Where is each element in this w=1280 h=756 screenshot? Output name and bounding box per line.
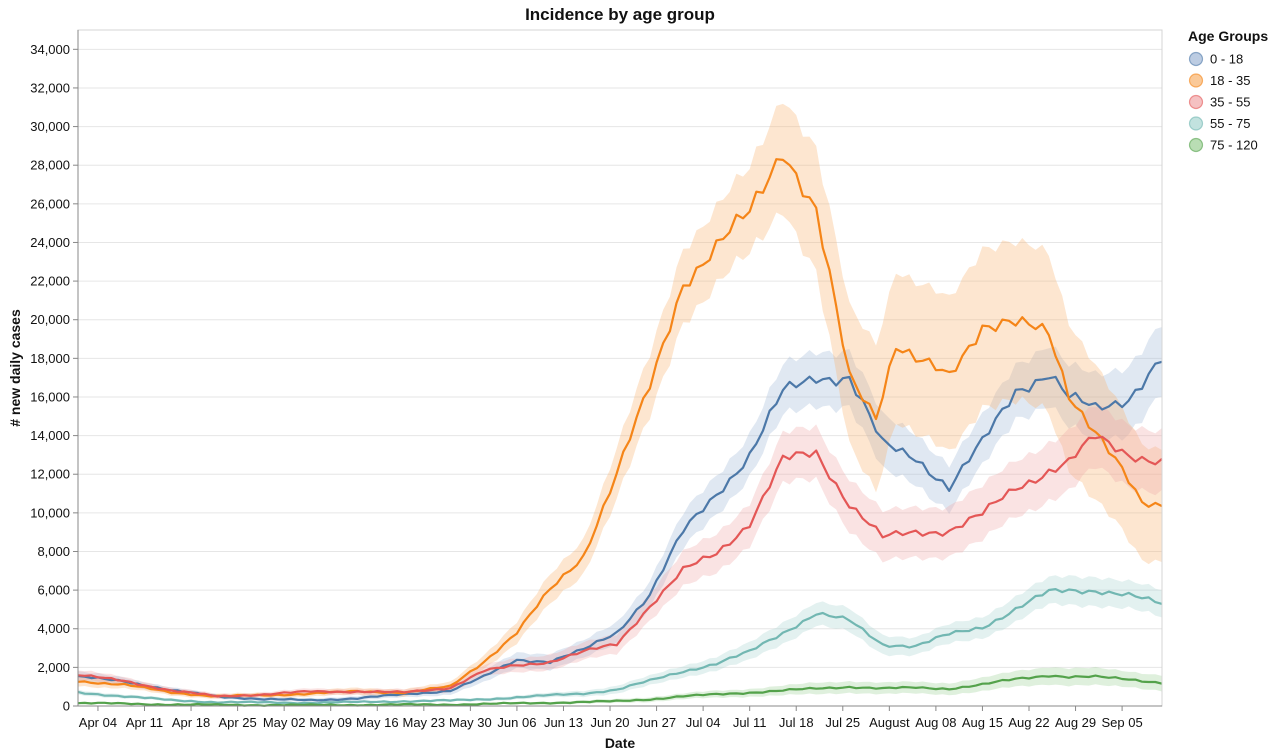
x-axis-title: Date [605, 735, 636, 751]
y-tick-label: 18,000 [30, 351, 70, 366]
y-tick-label: 28,000 [30, 158, 70, 173]
legend: Age Groups 0 - 18 18 - 35 35 - 55 55 - 75 75… [1188, 28, 1268, 153]
chart-title: Incidence by age group [525, 5, 715, 24]
x-tick-label: May 23 [402, 715, 445, 730]
legend-label: 18 - 35 [1210, 73, 1250, 88]
x-tick-label: Sep 05 [1101, 715, 1142, 730]
x-tick-label: Aug 08 [915, 715, 956, 730]
legend-swatch [1188, 51, 1204, 67]
band-0-18 [78, 327, 1162, 703]
y-tick-label: 8,000 [37, 544, 70, 559]
y-tick-label: 14,000 [30, 428, 70, 443]
x-tick-label: Aug 22 [1008, 715, 1049, 730]
legend-label: 55 - 75 [1210, 116, 1250, 131]
legend-label: 75 - 120 [1210, 138, 1258, 153]
x-tick-label: Jun 13 [544, 715, 583, 730]
x-tick-label: Jun 27 [637, 715, 676, 730]
y-tick-label: 30,000 [30, 119, 70, 134]
band-18-35 [78, 103, 1162, 699]
legend-swatch [1188, 116, 1204, 131]
series-line-35-55 [77, 435, 1163, 698]
y-tick-label: 4,000 [37, 621, 70, 636]
gridlines [78, 48, 1162, 707]
band-75-120 [78, 666, 1162, 706]
y-tick-label: 16,000 [30, 389, 70, 404]
legend-swatch [1188, 137, 1204, 153]
y-tick-label: 24,000 [30, 235, 70, 250]
y-tick-label: 32,000 [30, 80, 70, 95]
y-axis: 0 2,000 4,000 6,000 8,000 10,000 12,000 14,000 1… [30, 30, 79, 714]
legend-label: 35 - 55 [1210, 95, 1250, 110]
y-tick-label: 10,000 [30, 505, 70, 520]
legend-swatch [1188, 73, 1204, 88]
y-tick-label: 26,000 [30, 196, 70, 211]
x-tick-label: Jun 20 [591, 715, 630, 730]
series-line-75-120 [77, 674, 1163, 707]
x-tick-label: May 16 [356, 715, 399, 730]
x-tick-label: Apr 11 [126, 715, 163, 730]
x-tick-label: Apr 04 [79, 715, 117, 730]
legend-swatch [1188, 94, 1204, 110]
y-tick-label: 34,000 [30, 42, 70, 57]
y-tick-label: 2,000 [37, 660, 70, 675]
y-axis-title: # new daily cases [7, 309, 23, 427]
x-tick-label: Jun 06 [497, 715, 536, 730]
x-tick-label: May 02 [263, 715, 306, 730]
x-tick-label: Aug 29 [1055, 715, 1096, 730]
y-tick-label: 6,000 [37, 583, 70, 598]
x-tick-label: Jul 18 [779, 715, 814, 730]
series-line-0-18 [77, 360, 1163, 702]
legend-title: Age Groups [1188, 28, 1268, 44]
x-tick-label: May 30 [449, 715, 492, 730]
x-tick-label: Apr 25 [218, 715, 256, 730]
x-tick-label: August [869, 715, 910, 730]
x-tick-label: Apr 18 [172, 715, 210, 730]
y-tick-label: 20,000 [30, 312, 70, 327]
y-tick-label: 22,000 [30, 274, 70, 289]
legend-label: 0 - 18 [1210, 52, 1243, 67]
x-tick-label: Jul 25 [825, 715, 860, 730]
x-tick-label: Jul 11 [733, 715, 767, 730]
y-tick-label: 0 [63, 699, 70, 714]
series-line-55-75 [77, 588, 1163, 705]
series-lines [77, 158, 1163, 707]
x-tick-label: Aug 15 [962, 715, 1003, 730]
x-axis: Apr 04 Apr 11 Apr 18 Apr 25 May 02 May 09 May … [78, 705, 1162, 730]
y-tick-label: 12,000 [30, 467, 70, 482]
confidence-bands [78, 103, 1162, 706]
band-55-75 [78, 575, 1162, 705]
x-tick-label: Jul 04 [686, 715, 721, 730]
x-tick-label: May 09 [309, 715, 352, 730]
